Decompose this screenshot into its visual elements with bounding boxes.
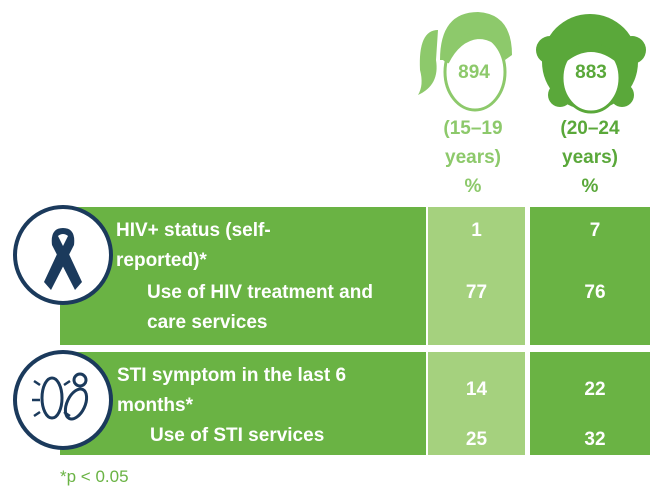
sample-count: 894 <box>444 62 504 84</box>
row-label: STI symptom in the last 6 months* <box>117 361 392 421</box>
header-unit: % <box>530 172 650 201</box>
footnote: *p < 0.05 <box>60 467 129 487</box>
face-icon <box>418 12 512 110</box>
row-label: Use of STI services <box>150 421 400 451</box>
cell-value: 77 <box>428 278 525 308</box>
cell-value: 22 <box>535 375 650 405</box>
header-line: (15–19 <box>413 114 533 143</box>
cell-value: 32 <box>535 425 650 455</box>
cell-value: 76 <box>535 278 650 308</box>
header-line: years) <box>413 143 533 172</box>
column-header: (15–19 years) % <box>413 114 533 201</box>
column-header: (20–24 years) % <box>530 114 650 201</box>
cell-value: 7 <box>535 216 650 246</box>
ribbon-icon <box>15 207 111 303</box>
header-line: years) <box>530 143 650 172</box>
bacteria-icon <box>15 352 111 448</box>
row-label: HIV+ status (self-reported)* <box>116 216 316 276</box>
cell-value: 14 <box>428 375 525 405</box>
sample-count: 883 <box>561 62 621 84</box>
header-unit: % <box>413 172 533 201</box>
cell-value: 25 <box>428 425 525 455</box>
row-label: Use of HIV treatment and care services <box>147 278 397 338</box>
infographic: 894 883 (15–19 years) % (20–24 years) % … <box>0 0 650 489</box>
cell-value: 1 <box>428 216 525 246</box>
header-line: (20–24 <box>530 114 650 143</box>
